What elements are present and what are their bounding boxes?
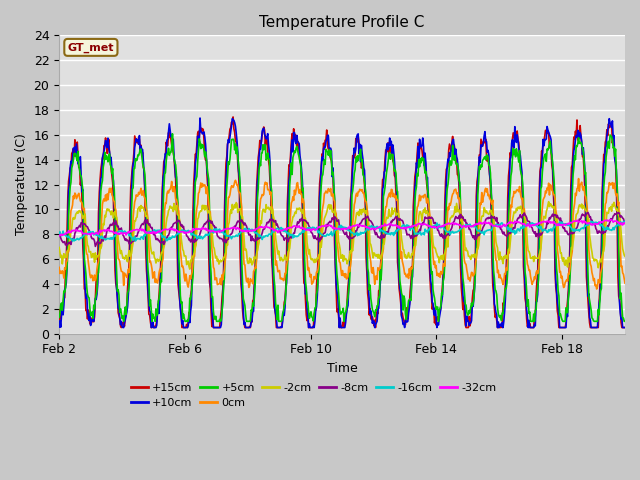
+15cm xyxy=(229,114,237,120)
+15cm xyxy=(65,173,73,179)
-2cm xyxy=(428,228,436,234)
-16cm xyxy=(55,230,63,236)
+15cm xyxy=(55,307,63,312)
-2cm xyxy=(124,259,131,264)
+5cm xyxy=(168,131,176,137)
Y-axis label: Temperature (C): Temperature (C) xyxy=(15,133,28,236)
Line: +10cm: +10cm xyxy=(59,118,625,327)
+10cm xyxy=(55,324,63,330)
-32cm xyxy=(211,229,219,235)
Line: 0cm: 0cm xyxy=(59,179,625,289)
-2cm xyxy=(621,253,629,259)
X-axis label: Time: Time xyxy=(326,362,358,375)
+10cm xyxy=(125,290,132,296)
+15cm xyxy=(621,324,629,330)
+10cm xyxy=(65,183,73,189)
-32cm xyxy=(621,221,629,227)
Line: +5cm: +5cm xyxy=(59,134,625,321)
+5cm xyxy=(621,318,629,324)
-8cm xyxy=(65,240,73,246)
-16cm xyxy=(65,235,73,240)
Line: -8cm: -8cm xyxy=(59,213,625,246)
-8cm xyxy=(125,239,132,244)
-32cm xyxy=(65,229,73,235)
0cm xyxy=(621,280,629,286)
+5cm xyxy=(212,318,220,324)
-8cm xyxy=(92,243,99,249)
Title: Temperature Profile C: Temperature Profile C xyxy=(259,15,425,30)
0cm xyxy=(55,264,63,270)
-16cm xyxy=(212,226,220,232)
-2cm xyxy=(545,199,552,204)
-16cm xyxy=(428,223,436,229)
Line: +15cm: +15cm xyxy=(59,117,625,327)
-8cm xyxy=(428,215,436,221)
-32cm xyxy=(428,224,435,230)
+5cm xyxy=(429,287,437,292)
-16cm xyxy=(620,218,628,224)
-2cm xyxy=(212,255,220,261)
-16cm xyxy=(125,231,132,237)
+5cm xyxy=(55,314,63,320)
Line: -16cm: -16cm xyxy=(59,221,625,241)
+5cm xyxy=(120,318,127,324)
-16cm xyxy=(68,238,76,244)
+10cm xyxy=(182,324,189,330)
+10cm xyxy=(413,160,420,166)
+10cm xyxy=(196,115,204,121)
-8cm xyxy=(182,229,189,235)
+10cm xyxy=(119,324,127,330)
-2cm xyxy=(412,242,419,248)
-32cm xyxy=(55,233,63,239)
-32cm xyxy=(606,217,614,223)
+15cm xyxy=(212,324,220,330)
Text: GT_met: GT_met xyxy=(68,42,114,52)
+5cm xyxy=(65,196,73,202)
Legend: +15cm, +10cm, +5cm, 0cm, -2cm, -8cm, -16cm, -32cm: +15cm, +10cm, +5cm, 0cm, -2cm, -8cm, -16… xyxy=(127,378,501,412)
-8cm xyxy=(55,231,63,237)
-16cm xyxy=(621,220,629,226)
+10cm xyxy=(621,324,629,330)
-2cm xyxy=(55,245,63,251)
+10cm xyxy=(429,300,437,306)
+15cm xyxy=(413,162,420,168)
+15cm xyxy=(429,302,437,308)
-32cm xyxy=(124,230,131,236)
0cm xyxy=(575,176,582,181)
-32cm xyxy=(181,229,189,235)
0cm xyxy=(65,245,73,251)
Line: -2cm: -2cm xyxy=(59,202,625,269)
0cm xyxy=(211,277,219,283)
Line: -32cm: -32cm xyxy=(59,220,625,236)
+5cm xyxy=(183,318,191,324)
+10cm xyxy=(212,324,220,330)
-8cm xyxy=(615,210,623,216)
0cm xyxy=(124,270,131,276)
-16cm xyxy=(412,231,419,237)
+15cm xyxy=(125,272,132,277)
0cm xyxy=(181,278,189,284)
-8cm xyxy=(212,224,220,230)
-2cm xyxy=(65,241,73,247)
0cm xyxy=(593,286,600,292)
0cm xyxy=(428,233,435,239)
-8cm xyxy=(412,233,419,239)
-2cm xyxy=(186,266,194,272)
-8cm xyxy=(621,219,629,225)
+5cm xyxy=(413,184,420,190)
-16cm xyxy=(182,228,189,234)
-2cm xyxy=(181,253,189,259)
-32cm xyxy=(411,222,419,228)
+15cm xyxy=(182,324,189,330)
+15cm xyxy=(118,324,125,330)
0cm xyxy=(411,244,419,250)
+5cm xyxy=(125,288,132,294)
